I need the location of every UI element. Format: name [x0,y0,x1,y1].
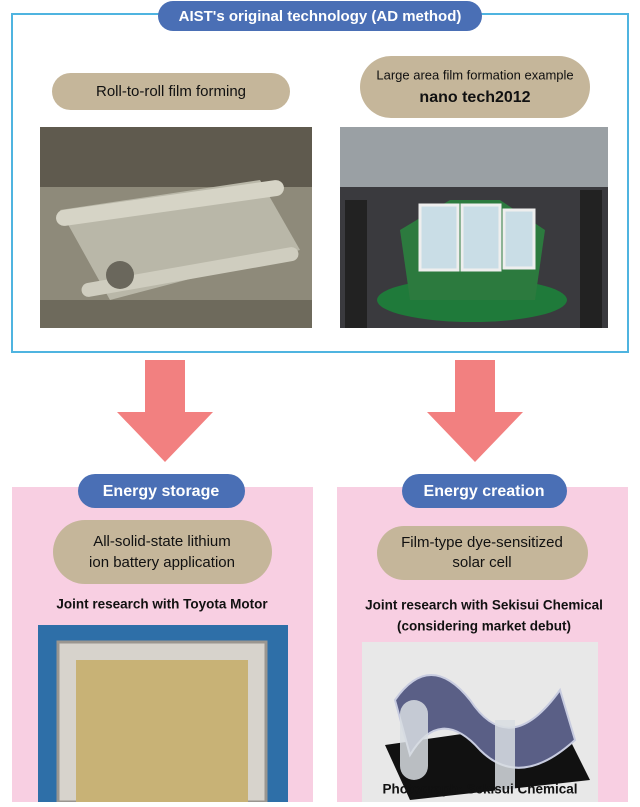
page: AIST's original technology (AD method) R… [0,0,640,802]
label: Film-type dye-sensitized [401,534,563,551]
partner: Joint research with Sekisui Chemical [365,598,603,613]
label-pill [53,520,272,584]
partner: Joint research with Toyota Motor [56,597,268,612]
label: All-solid-state lithium [93,533,231,550]
panel-title: Energy creation [424,483,545,500]
panel-title: Energy storage [103,483,220,500]
label: Roll-to-roll film forming [96,83,246,100]
label: solar cell [452,554,511,571]
label: Large area film formation example [376,67,573,82]
label-pill [360,56,590,118]
photo-credit: Photograph: Sekisui Chemical [382,782,577,797]
title: AIST's original technology (AD method) [179,8,462,25]
label: nano tech2012 [419,89,530,106]
arrow [427,360,523,462]
photo [38,625,288,802]
photo [340,127,608,328]
partner: (considering market debut) [397,619,571,634]
diagram: AIST's original technology (AD method) R… [0,0,640,802]
photo [40,127,312,328]
label: ion battery application [89,554,235,571]
photo [362,642,598,802]
arrow [117,360,213,462]
